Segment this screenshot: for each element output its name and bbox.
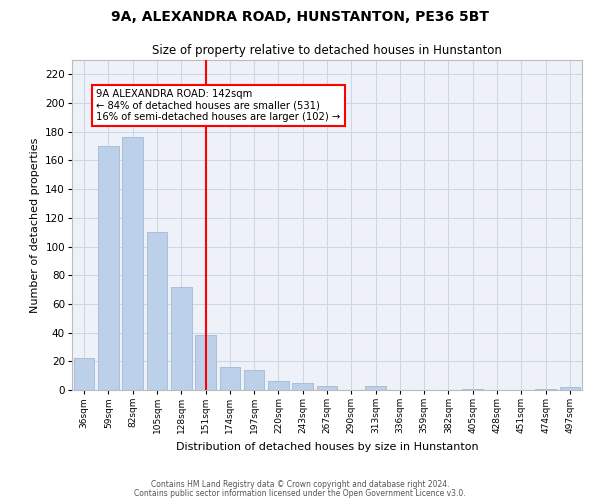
Bar bbox=[122, 138, 143, 390]
X-axis label: Distribution of detached houses by size in Hunstanton: Distribution of detached houses by size … bbox=[176, 442, 478, 452]
Bar bbox=[365, 386, 386, 390]
Bar bbox=[74, 358, 94, 390]
Bar bbox=[244, 370, 265, 390]
Y-axis label: Number of detached properties: Number of detached properties bbox=[30, 138, 40, 312]
Text: 9A, ALEXANDRA ROAD, HUNSTANTON, PE36 5BT: 9A, ALEXANDRA ROAD, HUNSTANTON, PE36 5BT bbox=[111, 10, 489, 24]
Bar bbox=[98, 146, 119, 390]
Title: Size of property relative to detached houses in Hunstanton: Size of property relative to detached ho… bbox=[152, 44, 502, 58]
Bar bbox=[146, 232, 167, 390]
Bar bbox=[171, 286, 191, 390]
Bar bbox=[463, 388, 483, 390]
Bar bbox=[268, 382, 289, 390]
Text: Contains HM Land Registry data © Crown copyright and database right 2024.: Contains HM Land Registry data © Crown c… bbox=[151, 480, 449, 489]
Text: 9A ALEXANDRA ROAD: 142sqm
← 84% of detached houses are smaller (531)
16% of semi: 9A ALEXANDRA ROAD: 142sqm ← 84% of detac… bbox=[96, 88, 341, 122]
Bar bbox=[292, 383, 313, 390]
Bar bbox=[317, 386, 337, 390]
Bar bbox=[560, 387, 580, 390]
Bar bbox=[535, 388, 556, 390]
Text: Contains public sector information licensed under the Open Government Licence v3: Contains public sector information licen… bbox=[134, 488, 466, 498]
Bar bbox=[195, 336, 216, 390]
Bar bbox=[220, 367, 240, 390]
